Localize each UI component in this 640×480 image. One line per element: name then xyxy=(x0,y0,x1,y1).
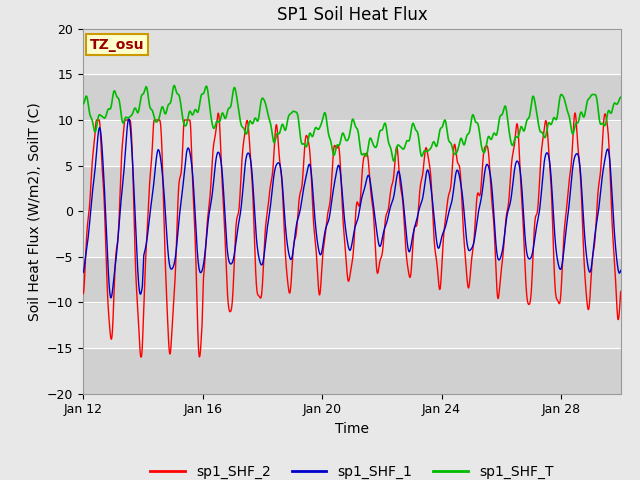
sp1_SHF_T xyxy=(617,94,625,100)
sp1_SHF_1 xyxy=(607,168,614,174)
sp1_SHF_2 xyxy=(137,354,145,360)
X-axis label: Time: Time xyxy=(335,422,369,436)
Text: TZ_osu: TZ_osu xyxy=(90,38,144,52)
Bar xyxy=(83,257,621,302)
sp1_SHF_1 xyxy=(125,116,132,122)
sp1_SHF_2 xyxy=(617,288,625,294)
Bar xyxy=(83,74,621,120)
sp1_SHF_2 xyxy=(572,110,579,116)
sp1_SHF_T xyxy=(607,110,614,116)
Bar xyxy=(83,166,621,211)
sp1_SHF_1 xyxy=(617,267,625,273)
sp1_SHF_2 xyxy=(309,206,317,212)
Bar xyxy=(83,302,621,348)
sp1_SHF_2 xyxy=(141,277,148,283)
sp1_SHF_T xyxy=(309,133,317,139)
Bar xyxy=(83,120,621,166)
Title: SP1 Soil Heat Flux: SP1 Soil Heat Flux xyxy=(276,6,428,24)
sp1_SHF_2 xyxy=(173,237,180,242)
sp1_SHF_1 xyxy=(309,191,317,196)
Line: sp1_SHF_T: sp1_SHF_T xyxy=(83,85,621,161)
Line: sp1_SHF_2: sp1_SHF_2 xyxy=(83,113,621,357)
sp1_SHF_1 xyxy=(286,254,294,260)
Bar xyxy=(83,348,621,394)
sp1_SHF_1 xyxy=(141,248,148,254)
Bar xyxy=(83,211,621,257)
sp1_SHF_T xyxy=(390,158,397,164)
sp1_SHF_2 xyxy=(79,291,87,297)
sp1_SHF_1 xyxy=(79,269,87,275)
Y-axis label: Soil Heat Flux (W/m2), SoilT (C): Soil Heat Flux (W/m2), SoilT (C) xyxy=(28,102,42,321)
sp1_SHF_2 xyxy=(285,290,293,296)
sp1_SHF_T xyxy=(141,88,148,94)
sp1_SHF_2 xyxy=(607,181,614,187)
sp1_SHF_1 xyxy=(173,242,180,248)
sp1_SHF_2 xyxy=(548,218,556,224)
sp1_SHF_T xyxy=(549,118,557,123)
sp1_SHF_1 xyxy=(107,295,115,300)
Legend: sp1_SHF_2, sp1_SHF_1, sp1_SHF_T: sp1_SHF_2, sp1_SHF_1, sp1_SHF_T xyxy=(145,459,559,480)
Bar xyxy=(83,29,621,74)
sp1_SHF_T xyxy=(285,111,293,117)
Line: sp1_SHF_1: sp1_SHF_1 xyxy=(83,119,621,298)
sp1_SHF_T xyxy=(173,90,180,96)
sp1_SHF_1 xyxy=(549,199,557,205)
sp1_SHF_T xyxy=(170,83,178,88)
sp1_SHF_T xyxy=(79,101,87,107)
